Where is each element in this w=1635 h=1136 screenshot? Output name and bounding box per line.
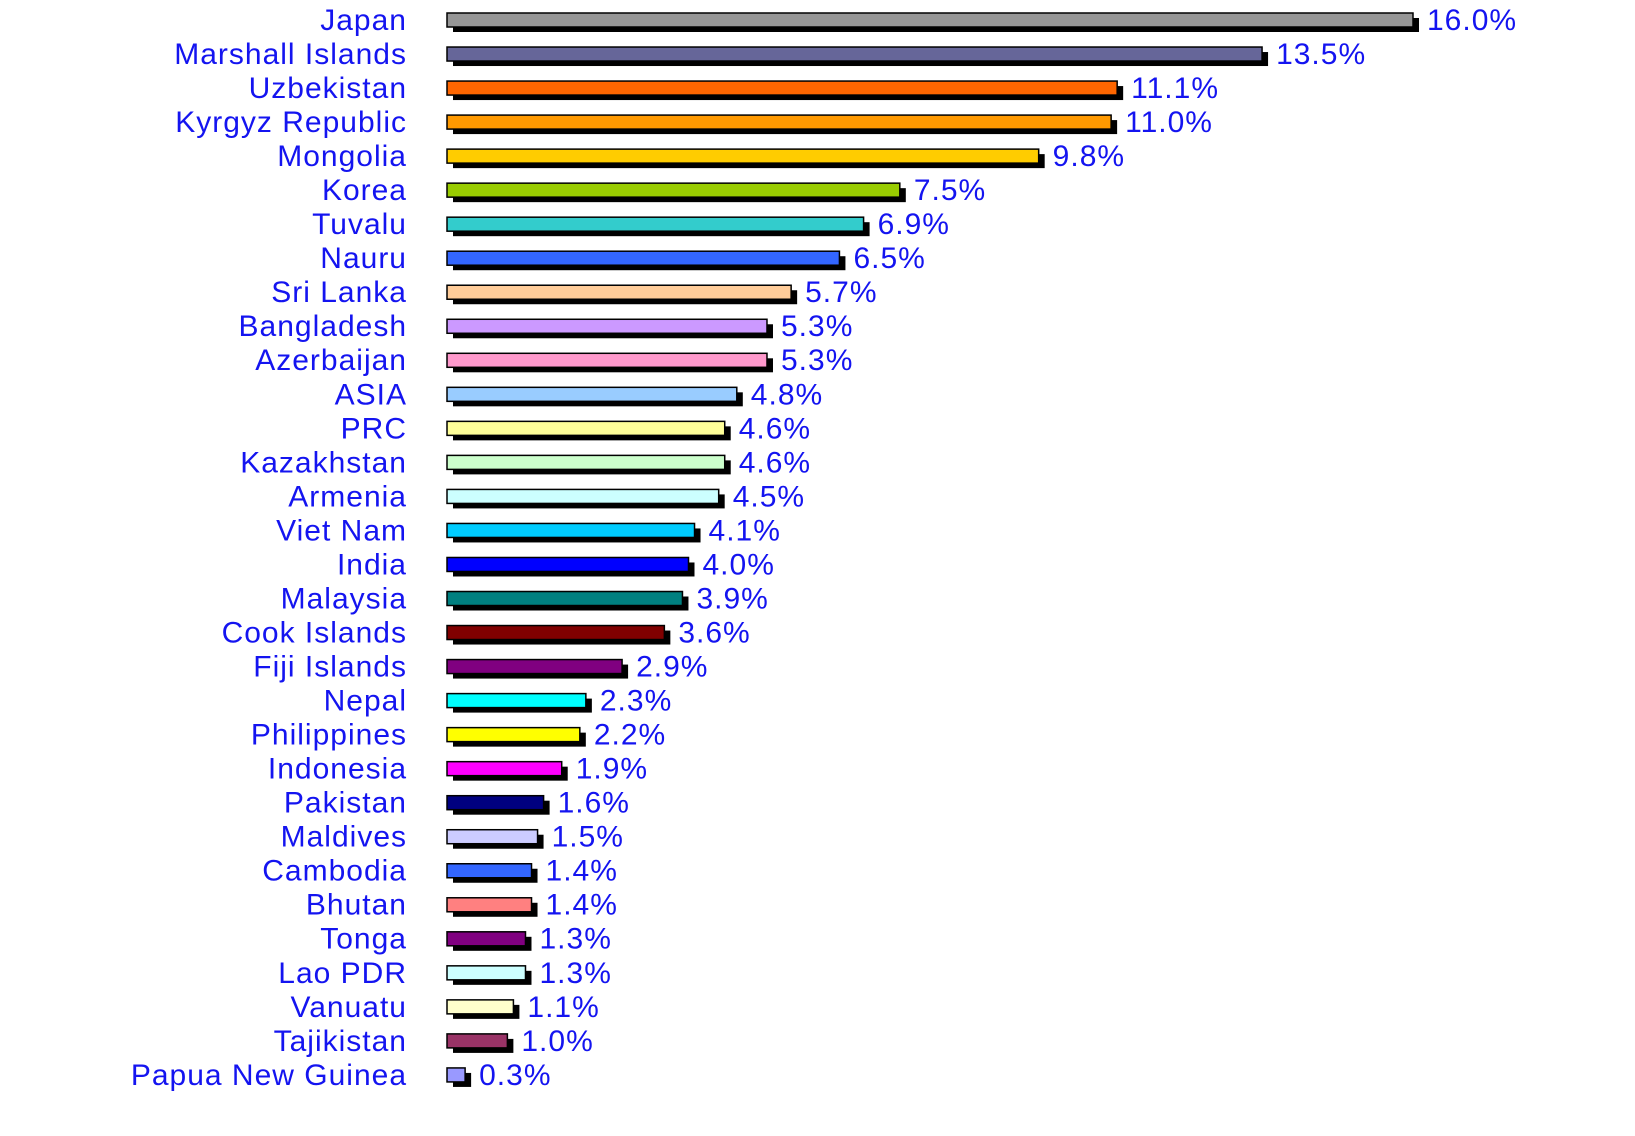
category-label: Pakistan xyxy=(284,787,407,820)
value-label: 1.4% xyxy=(546,889,618,922)
bar xyxy=(446,931,527,947)
value-label: 2.2% xyxy=(594,719,666,752)
bar xyxy=(446,726,581,743)
category-label: Cambodia xyxy=(262,855,407,888)
category-label: Bhutan xyxy=(306,889,407,922)
value-label: 4.1% xyxy=(709,514,781,547)
category-label: PRC xyxy=(341,412,407,445)
value-label: 1.6% xyxy=(558,787,630,820)
value-label: 1.3% xyxy=(539,923,611,956)
category-label: Tonga xyxy=(320,923,407,956)
value-label: 5.3% xyxy=(781,310,853,343)
value-label: 4.6% xyxy=(739,446,811,479)
value-label: 3.9% xyxy=(696,582,768,615)
bar xyxy=(446,352,768,369)
bar xyxy=(446,1033,509,1049)
bar xyxy=(446,658,623,675)
category-label: Sri Lanka xyxy=(271,276,407,309)
category-label: Marshall Islands xyxy=(174,38,407,71)
value-label: 1.4% xyxy=(546,855,618,888)
bar xyxy=(446,828,539,845)
category-label: Japan xyxy=(320,4,407,37)
bar xyxy=(446,12,1414,28)
bar xyxy=(446,182,901,198)
bar xyxy=(446,999,515,1015)
value-label: 4.6% xyxy=(739,412,811,445)
bar xyxy=(446,590,684,607)
value-label: 4.5% xyxy=(733,480,805,513)
bar xyxy=(446,420,726,437)
value-label: 5.3% xyxy=(781,344,853,377)
category-label: Fiji Islands xyxy=(253,650,407,683)
bar xyxy=(446,284,792,300)
bar xyxy=(446,148,1040,164)
category-label: Armenia xyxy=(288,480,407,513)
category-label: Uzbekistan xyxy=(249,72,407,105)
bar xyxy=(446,760,563,777)
category-label: Viet Nam xyxy=(276,514,407,547)
category-label: Kazakhstan xyxy=(240,446,407,479)
category-label: Bangladesh xyxy=(239,310,407,343)
category-label: Vanuatu xyxy=(290,991,407,1024)
category-label: Azerbaijan xyxy=(255,344,407,377)
bar xyxy=(446,386,738,403)
category-label: Lao PDR xyxy=(278,957,407,990)
bar xyxy=(446,216,865,232)
value-label: 2.3% xyxy=(600,685,672,718)
category-label: Nauru xyxy=(320,242,407,275)
bar xyxy=(446,454,726,471)
category-label: Tajikistan xyxy=(274,1025,407,1058)
bar xyxy=(446,80,1118,96)
bar xyxy=(446,624,666,641)
bar xyxy=(446,114,1112,130)
value-label: 4.0% xyxy=(703,548,775,581)
value-label: 1.5% xyxy=(552,821,624,854)
category-label: ASIA xyxy=(335,378,407,411)
category-label: Malaysia xyxy=(281,582,407,615)
bar xyxy=(446,692,587,709)
bar xyxy=(446,965,527,981)
bar xyxy=(446,863,533,879)
bar xyxy=(446,522,696,539)
category-label: Philippines xyxy=(251,719,407,752)
value-label: 7.5% xyxy=(914,174,986,207)
value-label: 3.6% xyxy=(678,616,750,649)
category-label: Papua New Guinea xyxy=(131,1059,407,1092)
value-label: 4.8% xyxy=(751,378,823,411)
category-label: Mongolia xyxy=(277,140,407,173)
value-label: 0.3% xyxy=(479,1059,551,1092)
category-label: Kyrgyz Republic xyxy=(175,106,407,139)
bar xyxy=(446,318,768,335)
value-label: 1.9% xyxy=(576,753,648,786)
bar xyxy=(446,46,1263,62)
value-label: 1.0% xyxy=(521,1025,593,1058)
value-label: 2.9% xyxy=(636,650,708,683)
category-label: Nepal xyxy=(324,685,407,718)
bar xyxy=(446,794,545,811)
bar xyxy=(446,556,690,573)
value-label: 13.5% xyxy=(1276,38,1366,71)
category-label: Cook Islands xyxy=(222,616,407,649)
value-label: 11.1% xyxy=(1131,72,1219,105)
category-label: India xyxy=(337,548,407,581)
bar xyxy=(446,897,533,913)
category-label: Tuvalu xyxy=(312,208,407,241)
value-label: 16.0% xyxy=(1427,4,1517,37)
value-label: 6.9% xyxy=(878,208,950,241)
bar xyxy=(446,250,841,266)
value-label: 1.3% xyxy=(539,957,611,990)
category-label: Korea xyxy=(322,174,407,207)
value-label: 6.5% xyxy=(853,242,925,275)
bar xyxy=(446,1067,466,1083)
category-label: Maldives xyxy=(281,821,407,854)
value-label: 5.7% xyxy=(805,276,877,309)
bar xyxy=(446,488,720,505)
category-label: Indonesia xyxy=(268,753,407,786)
value-label: 11.0% xyxy=(1125,106,1213,139)
value-label: 1.1% xyxy=(527,991,599,1024)
value-label: 9.8% xyxy=(1053,140,1125,173)
